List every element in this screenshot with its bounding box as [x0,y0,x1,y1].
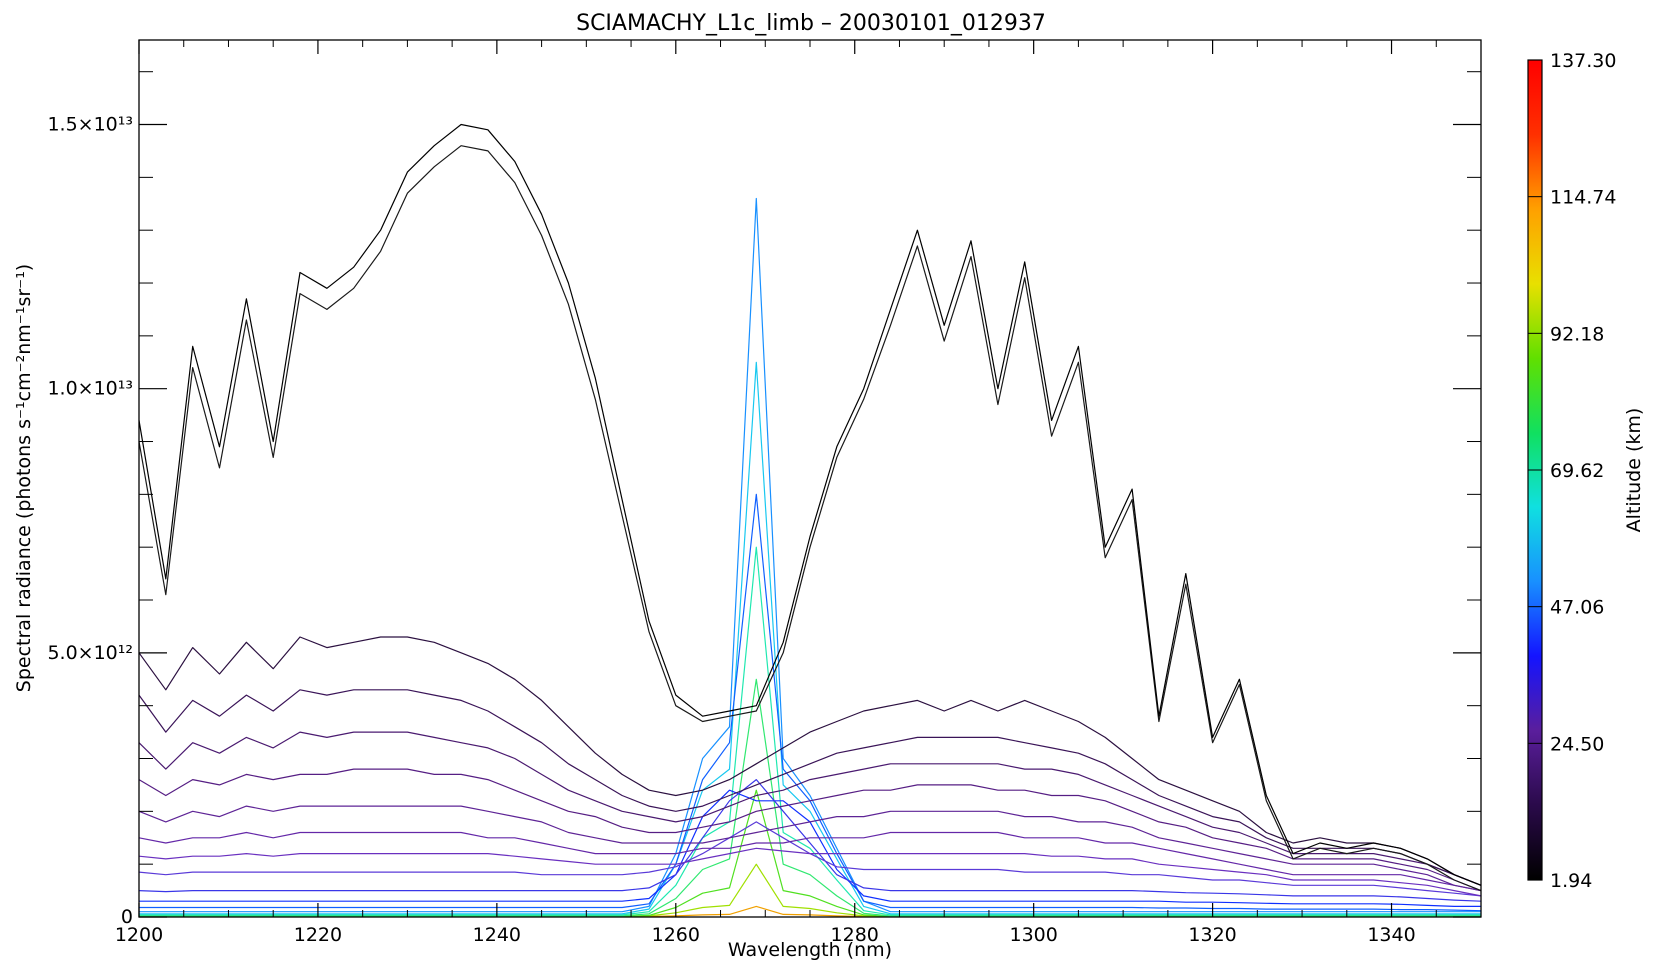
colorbar-axis-label: Altitude (km) [1623,408,1645,533]
series-line-7 [138,831,1482,892]
x-tick-label: 1260 [652,924,700,946]
colorbar-tick-label: 69.62 [1550,460,1604,482]
y-tick-label: 1.5×10¹³ [47,114,133,136]
series-line-5 [138,768,1482,892]
series-line-2 [138,636,1482,886]
x-tick-label: 1340 [1367,924,1415,946]
series-line-13 [139,197,1481,913]
x-tick-label: 1280 [831,924,879,946]
series-line-8 [138,847,1482,897]
y-tick-label: 5.0×10¹² [47,642,133,664]
y-axis-label: Spectral radiance (photons s⁻¹cm⁻²nm⁻¹sr… [13,264,35,692]
series-layer [138,123,1482,918]
series-line-3 [138,689,1482,886]
series-line-4 [138,731,1482,886]
chart-title: SCIAMACHY_L1c_limb – 20030101_012937 [576,11,1046,36]
series-line-15 [139,546,1481,916]
colorbar: 137.30 114.74 92.18 69.62 47.06 24.50 1.94 [1527,50,1616,892]
colorbar-tick-label: 137.30 [1550,50,1616,72]
series-line-16 [139,678,1481,917]
series-line-1 [138,145,1482,892]
plot-frame [138,39,1482,918]
x-tick-label: 1320 [1188,924,1236,946]
colorbar-tick-label: 47.06 [1550,597,1604,619]
x-tick-label: 1240 [473,924,521,946]
series-line-6 [138,805,1482,892]
y-tick-label: 1.0×10¹³ [47,378,133,400]
axis-layer: 1200 1220 1240 1260 1280 1300 1320 1340 0 5.0×10¹… [47,40,1482,946]
y-tick-label: 0 [121,906,133,928]
x-tick-label: 1300 [1009,924,1057,946]
colorbar-tick-label: 1.94 [1550,870,1592,892]
x-tick-label: 1200 [115,924,163,946]
colorbar-tick-label: 24.50 [1550,733,1604,755]
x-axis-label: Wavelength (nm) [728,939,892,961]
colorbar-tick-label: 114.74 [1550,187,1616,209]
series-line-0 [138,123,1482,886]
series-line-10 [138,779,1482,902]
colorbar-tick-label: 92.18 [1550,323,1604,345]
x-tick-label: 1220 [294,924,342,946]
